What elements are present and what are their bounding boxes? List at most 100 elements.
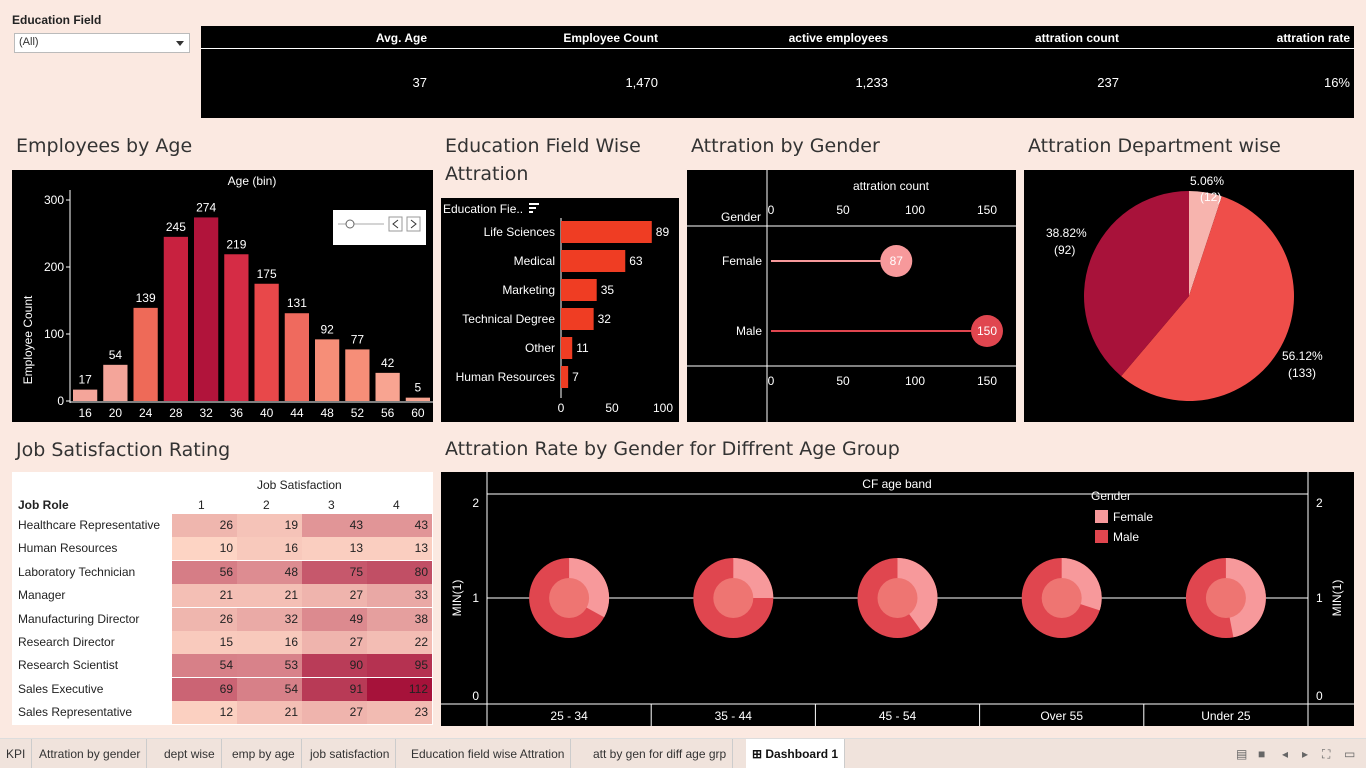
gender-lollipop-dot[interactable] xyxy=(971,315,1003,347)
education-bar[interactable] xyxy=(561,279,597,301)
sheet-tab[interactable]: emp by age xyxy=(226,739,302,768)
age-bar[interactable] xyxy=(405,397,430,401)
js-cell[interactable]: 26 xyxy=(172,607,237,631)
fit-icon[interactable]: ⛶ xyxy=(1322,747,1331,761)
js-cell[interactable]: 54 xyxy=(237,677,302,701)
ageband-chart-panel: CF age band MIN(1) MIN(1) 2 2 1 1 0 0 25 - 34… xyxy=(441,472,1354,726)
legend-swatch[interactable] xyxy=(1095,510,1108,523)
department-slice[interactable] xyxy=(1189,191,1222,296)
js-cell[interactable]: 90 xyxy=(302,654,367,678)
js-cell[interactable]: 43 xyxy=(367,514,432,537)
js-cell[interactable]: 91 xyxy=(302,677,367,701)
js-cell[interactable]: 43 xyxy=(302,514,367,537)
js-cell[interactable]: 27 xyxy=(302,584,367,608)
js-cell[interactable]: 54 xyxy=(172,654,237,678)
ageband-donut-female[interactable] xyxy=(1225,558,1266,638)
js-cell[interactable]: 49 xyxy=(302,607,367,631)
age-bar[interactable] xyxy=(284,313,309,401)
slider-handle-icon[interactable] xyxy=(345,219,355,229)
age-bar[interactable] xyxy=(224,254,249,401)
sheet-tab[interactable]: Education field wise Attration xyxy=(405,739,572,768)
grid-icon[interactable]: ■ xyxy=(1258,747,1266,761)
js-cell[interactable]: 32 xyxy=(237,607,302,631)
js-cell[interactable]: 16 xyxy=(237,631,302,654)
js-role: Sales Executive xyxy=(18,681,104,696)
department-slice[interactable] xyxy=(1084,191,1189,377)
sheet-tab-label: att by gen for diff age grp xyxy=(593,747,727,761)
education-bar[interactable] xyxy=(561,221,652,243)
js-cell[interactable]: 69 xyxy=(172,677,237,701)
education-bar[interactable] xyxy=(561,337,573,359)
ageband-donut-female[interactable] xyxy=(897,558,938,631)
chevron-right-icon xyxy=(410,219,417,229)
education-bar[interactable] xyxy=(561,250,626,272)
education-bar[interactable] xyxy=(561,308,594,330)
age-bar[interactable] xyxy=(375,372,400,401)
js-cell[interactable]: 13 xyxy=(302,537,367,561)
age-bar[interactable] xyxy=(163,236,188,401)
js-col-4: 4 xyxy=(393,498,400,512)
legend-label: Male xyxy=(1113,530,1139,544)
sort-icon[interactable] xyxy=(529,203,539,213)
js-cell[interactable]: 22 xyxy=(367,631,432,654)
kpi-header-avg-age: Avg. Age xyxy=(375,31,427,45)
sheet-tab[interactable]: Attration by gender xyxy=(33,739,148,768)
js-cell[interactable]: 38 xyxy=(367,607,432,631)
js-cell[interactable]: 48 xyxy=(237,560,302,584)
sheet-tab[interactable]: job satisfaction xyxy=(304,739,397,768)
age-slider-control[interactable] xyxy=(333,210,426,245)
sheet-tab[interactable]: dept wise xyxy=(158,739,222,768)
gender-xtick-top: 0 xyxy=(768,203,775,217)
age-bar[interactable] xyxy=(345,349,370,401)
js-cell[interactable]: 23 xyxy=(367,701,432,725)
js-cell[interactable]: 12 xyxy=(172,701,237,725)
kpi-header-attration-count: attration count xyxy=(1035,31,1119,45)
js-cell[interactable]: 95 xyxy=(367,654,432,678)
age-bar-label: 139 xyxy=(136,291,156,305)
js-cell[interactable]: 21 xyxy=(237,584,302,608)
js-cell[interactable]: 21 xyxy=(237,701,302,725)
sheet-tab[interactable]: KPI xyxy=(0,739,33,768)
js-cell[interactable]: 13 xyxy=(367,537,432,561)
gender-lollipop-dot[interactable] xyxy=(880,245,913,277)
education-field-select[interactable]: (All) xyxy=(14,33,190,53)
sheet-tab[interactable]: att by gen for diff age grp xyxy=(587,739,734,768)
education-bar-label: 11 xyxy=(576,341,589,355)
js-cell[interactable]: 75 xyxy=(302,560,367,584)
js-cell[interactable]: 21 xyxy=(172,584,237,608)
next-sheet-icon[interactable]: ▸ xyxy=(1302,747,1309,761)
sheet-tab[interactable]: ⊞ Dashboard 1 xyxy=(746,739,846,768)
js-cell[interactable]: 53 xyxy=(237,654,302,678)
prev-button[interactable] xyxy=(388,216,403,232)
prev-sheet-icon[interactable]: ◂ xyxy=(1282,747,1289,761)
present-icon[interactable]: ▭ xyxy=(1344,747,1356,761)
age-bar[interactable] xyxy=(133,307,158,401)
js-cell[interactable]: 27 xyxy=(302,701,367,725)
sheet-tab-label: Education field wise Attration xyxy=(411,747,565,761)
age-bar[interactable] xyxy=(103,364,128,401)
js-role: Human Resources xyxy=(18,541,118,556)
js-cell[interactable]: 26 xyxy=(172,514,237,537)
age-bar[interactable] xyxy=(194,217,219,401)
js-col-3: 3 xyxy=(328,498,335,512)
next-button[interactable] xyxy=(406,216,421,232)
legend-swatch[interactable] xyxy=(1095,530,1108,543)
age-ytick: 0 xyxy=(57,394,64,408)
js-cell[interactable]: 16 xyxy=(237,537,302,561)
chevron-down-icon[interactable] xyxy=(176,41,184,46)
age-bar[interactable] xyxy=(315,339,340,401)
education-bar[interactable] xyxy=(561,366,569,388)
js-cell[interactable]: 27 xyxy=(302,631,367,654)
js-cell[interactable]: 19 xyxy=(237,514,302,537)
age-bar[interactable] xyxy=(254,283,279,401)
layout-icon[interactable]: ▤ xyxy=(1236,747,1248,761)
department-slice[interactable] xyxy=(1121,196,1294,401)
js-cell[interactable]: 112 xyxy=(367,677,432,701)
js-cell[interactable]: 56 xyxy=(172,560,237,584)
education-chart-panel: Education Fie.. Life Sciences 89 Medical 63… xyxy=(441,198,679,422)
js-cell[interactable]: 80 xyxy=(367,560,432,584)
age-bar[interactable] xyxy=(73,389,98,401)
js-cell[interactable]: 33 xyxy=(367,584,432,608)
js-cell[interactable]: 15 xyxy=(172,631,237,654)
js-cell[interactable]: 10 xyxy=(172,537,237,561)
